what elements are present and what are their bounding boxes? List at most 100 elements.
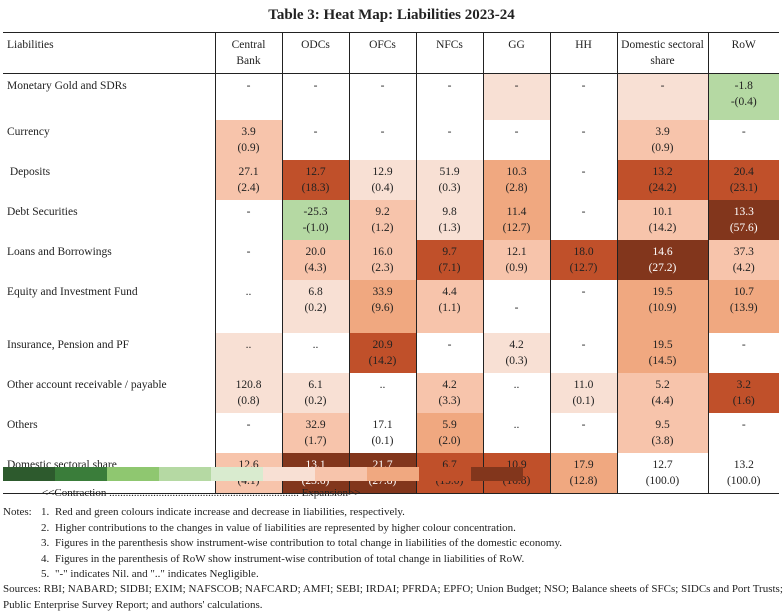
contribution-value <box>554 353 614 369</box>
heat-cell: - <box>549 73 617 120</box>
contribution-value: (23.1) <box>729 182 758 194</box>
heat-cell: - <box>415 73 483 120</box>
contribution-value <box>621 94 705 110</box>
note-number: 2. <box>41 521 50 534</box>
column-header: ODCs <box>281 32 349 74</box>
growth-value: - <box>246 206 251 218</box>
contribution-value <box>353 140 413 156</box>
table-row: Currency 3.9 (0.9) - - - - - 3.9 (0.9) - <box>3 120 779 160</box>
scale-swatch <box>3 467 55 481</box>
contribution-value: (0.2) <box>304 395 327 407</box>
growth-value: 16.0 <box>372 246 393 258</box>
heat-cell: 9.8 (1.3) <box>415 200 483 240</box>
contribution-value <box>554 220 614 236</box>
contribution-value: (4.2) <box>732 262 755 274</box>
contribution-value <box>712 353 777 369</box>
contribution-value <box>219 300 279 316</box>
heat-cell: 11.4 (12.7) <box>482 200 550 240</box>
scale-swatch <box>263 467 315 481</box>
contribution-value: - <box>514 302 519 314</box>
growth-value: 13.3 <box>733 206 754 218</box>
heat-cell: 33.9 (9.6) <box>348 280 416 333</box>
growth-value: - <box>313 80 318 92</box>
growth-value: 3.9 <box>241 126 256 138</box>
contribution-value <box>554 180 614 196</box>
contribution-value <box>286 353 346 369</box>
contribution-value: (13.9) <box>729 302 758 314</box>
color-scale-legend <box>3 467 523 481</box>
growth-value: .. <box>245 339 252 351</box>
contribution-value <box>554 433 614 449</box>
heat-cell: 13.2 (24.2) <box>616 160 708 200</box>
growth-value: 20.0 <box>305 246 326 258</box>
column-header: OFCs <box>348 32 416 74</box>
growth-value: 11.0 <box>573 379 594 391</box>
heat-cell: - <box>549 120 617 160</box>
heat-cell: - <box>482 120 550 160</box>
row-label: Debt Securities <box>7 206 78 218</box>
heat-cell: 20.9 (14.2) <box>348 333 416 373</box>
heat-cell: 18.0 (12.7) <box>549 240 617 280</box>
heat-cell: 9.7 (7.1) <box>415 240 483 280</box>
row-label: Insurance, Pension and PF <box>7 339 130 351</box>
scale-swatch <box>107 467 159 481</box>
heat-cell: 13.3 (57.6) <box>707 200 779 240</box>
growth-value: 10.7 <box>733 286 754 298</box>
growth-value: .. <box>513 379 520 391</box>
heat-cell: -1.8 -(0.4) <box>707 73 779 120</box>
scale-swatch <box>159 467 211 481</box>
growth-value: 10.3 <box>506 166 527 178</box>
column-header: RoW <box>707 32 779 74</box>
notes-label: Notes: <box>3 506 32 518</box>
table-row: Debt Securities - -25.3 -(1.0) 9.2 (1.2) 9.8 (1… <box>3 200 779 240</box>
heat-cell: 4.4 (1.1) <box>415 280 483 333</box>
row-label: Deposits <box>7 166 51 178</box>
heat-cell: 10.1 (14.2) <box>616 200 708 240</box>
growth-value: 4.2 <box>442 379 457 391</box>
contribution-value: (2.0) <box>438 435 461 447</box>
growth-value: - <box>581 206 586 218</box>
row-label: Others <box>7 419 38 431</box>
contribution-value <box>219 353 279 369</box>
growth-value: - <box>581 419 586 431</box>
contribution-value: (1.6) <box>732 395 755 407</box>
growth-value: 12.9 <box>372 166 393 178</box>
growth-value: 37.3 <box>733 246 754 258</box>
heat-cell: 3.9 (0.9) <box>616 120 708 160</box>
growth-value: 5.9 <box>442 419 457 431</box>
growth-value: 17.9 <box>573 459 594 471</box>
growth-value: 3.2 <box>736 379 751 391</box>
table-title: Table 3: Heat Map: Liabilities 2023-24 <box>268 7 515 23</box>
table-row: Insurance, Pension and PF.... 20.9 (14.2) -… <box>3 333 779 373</box>
heat-cell: 9.2 (1.2) <box>348 200 416 240</box>
growth-value: - <box>514 80 519 92</box>
heat-cell: - <box>549 160 617 200</box>
contribution-value: (0.8) <box>237 395 260 407</box>
growth-value: - <box>514 126 519 138</box>
contribution-value: (100.0) <box>645 475 680 487</box>
sources: Sources: RBI; NABARD; SIDBI; EXIM; NAFSC… <box>3 583 783 611</box>
column-header: Domestic sectoral share <box>616 32 708 74</box>
note-item: Notes: 1. Red and green colours indicate i… <box>3 505 562 521</box>
row-label: Other account receivable / payable <box>7 379 167 391</box>
growth-value: 13.2 <box>652 166 673 178</box>
growth-value: - <box>447 126 452 138</box>
heat-cell: - <box>549 200 617 240</box>
growth-value: 19.5 <box>652 286 673 298</box>
heat-cell: - <box>482 73 550 120</box>
contribution-value: (9.6) <box>371 302 394 314</box>
contribution-value: (14.2) <box>648 222 677 234</box>
heat-cell: .. <box>482 413 550 453</box>
contribution-value: (14.5) <box>648 355 677 367</box>
heat-cell: 3.9 (0.9) <box>214 120 282 160</box>
contribution-value: (12.8) <box>569 475 598 487</box>
contribution-value <box>353 94 413 110</box>
note-number: 5. <box>41 568 50 580</box>
growth-value: - <box>246 419 251 431</box>
growth-value: .. <box>379 379 386 391</box>
note-item: 4. Figures in the parenthesis of RoW show… <box>3 552 562 568</box>
heat-cell: - <box>707 120 779 160</box>
contribution-value: (4.4) <box>651 395 674 407</box>
heat-cell: 20.4 (23.1) <box>707 160 779 200</box>
heat-cell: - <box>707 413 779 453</box>
